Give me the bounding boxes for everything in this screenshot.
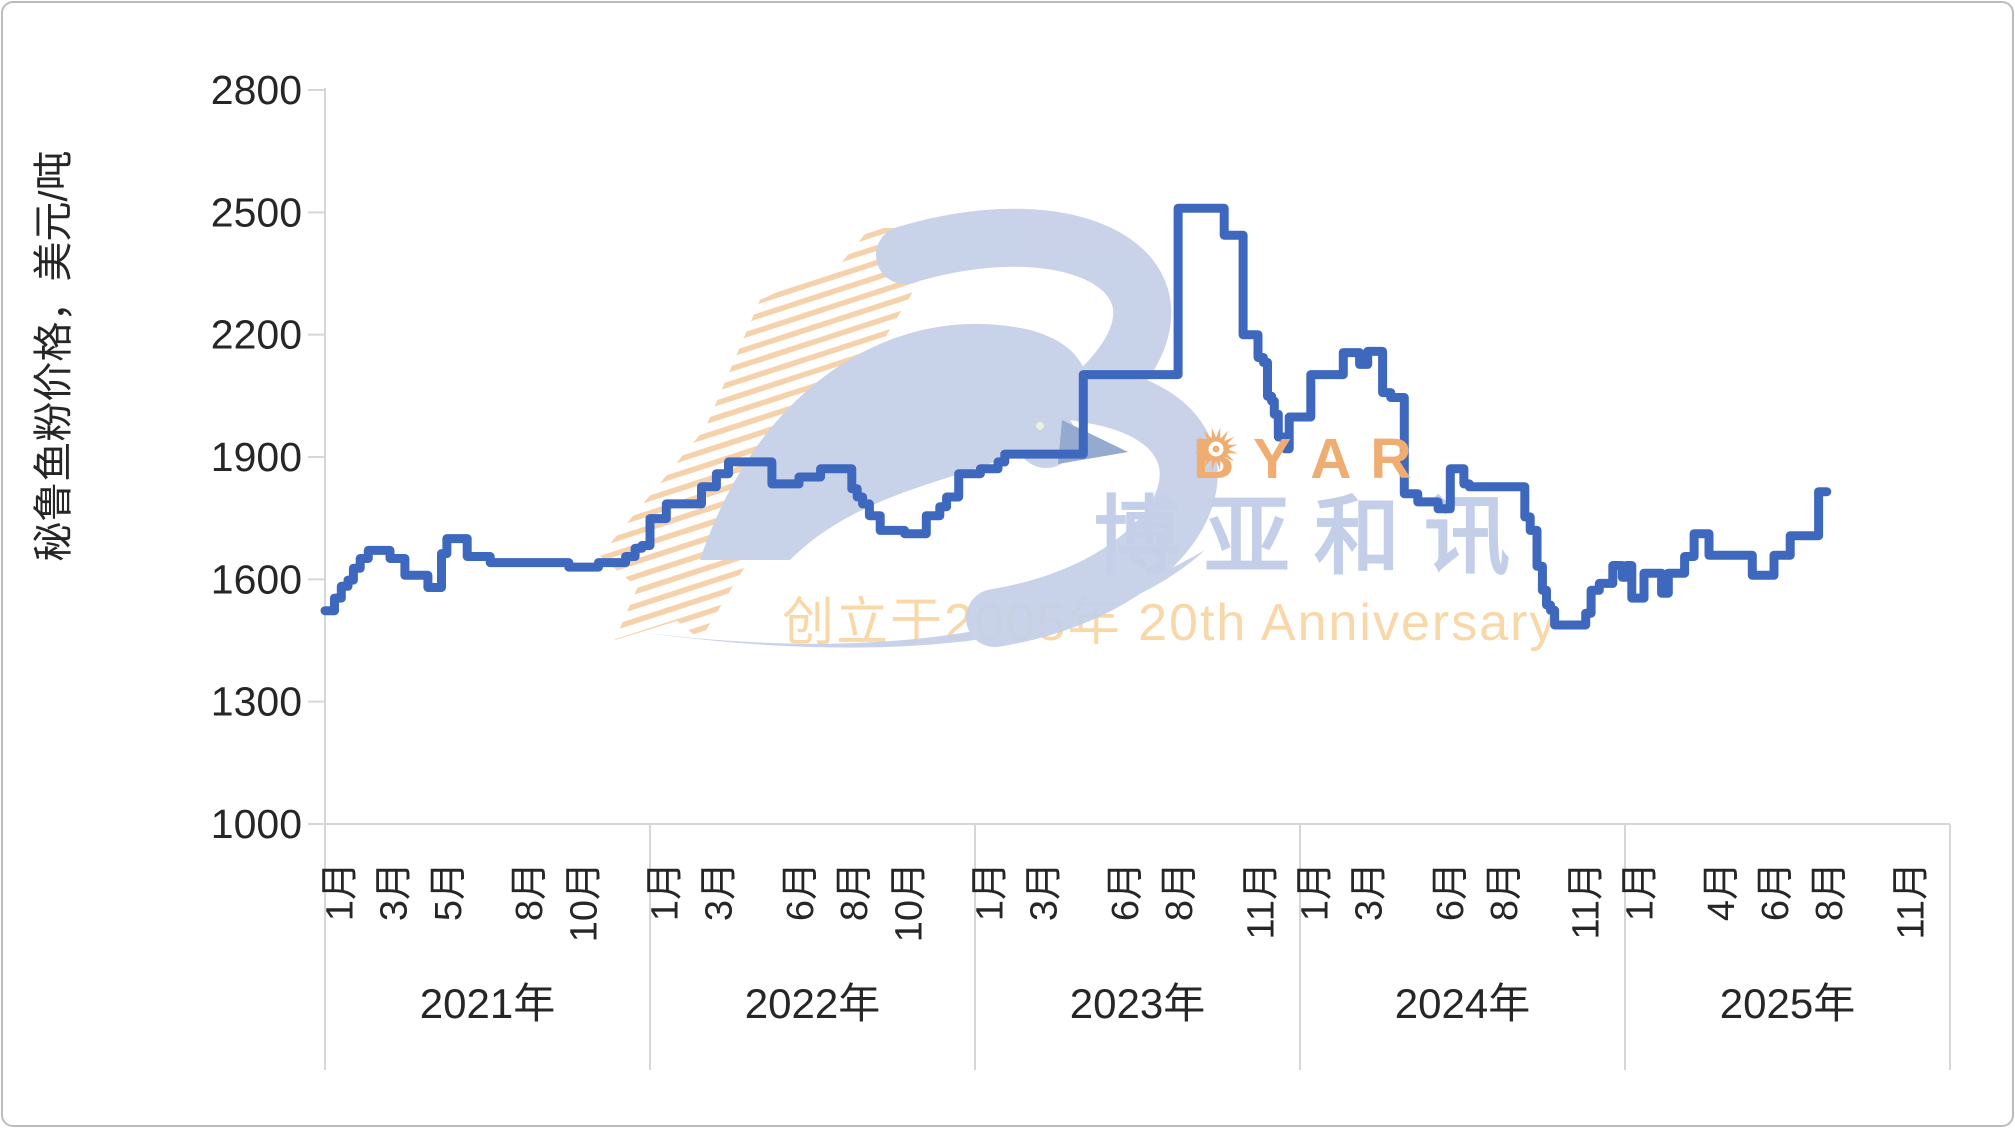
month-tick-label: 8月 — [1484, 862, 1526, 921]
brand-letter: A — [1310, 427, 1354, 491]
month-tick-labels: 1月 3月 5月 8月 10月 1月 3月 6月 8月 10月 1月 3月 6月 8月 11月 1月 3月 6月 8… — [320, 862, 1933, 942]
month-tick-label: 1月 — [970, 862, 1012, 921]
month-tick-label: 11月 — [1240, 862, 1282, 939]
y-tick-label: 1000 — [211, 801, 302, 847]
month-tick-label: 6月 — [780, 862, 822, 921]
month-tick-label: 8月 — [834, 862, 876, 921]
month-tick-label: 1月 — [1295, 862, 1337, 921]
year-label: 2025年 — [1720, 980, 1855, 1027]
month-tick-label: 10月 — [563, 862, 605, 942]
month-tick-label: 3月 — [374, 862, 416, 921]
y-tick-labels: 1000 1300 1600 1900 2200 2500 2800 — [211, 67, 302, 847]
sunburst-o-icon — [1194, 427, 1238, 471]
month-tick-label: 1月 — [1620, 862, 1662, 921]
watermark-brand-latin: BYAR — [1193, 426, 1414, 492]
year-label: 2023年 — [1070, 980, 1205, 1027]
year-labels: 2021年 2022年 2023年 2024年 2025年 — [420, 980, 1855, 1027]
y-tick-label: 1300 — [211, 679, 302, 725]
month-tick-label: 11月 — [1890, 862, 1932, 939]
brand-letter: Y — [1253, 427, 1294, 491]
month-tick-label: 4月 — [1701, 862, 1743, 921]
year-label: 2024年 — [1395, 980, 1530, 1027]
axes — [308, 88, 1951, 1070]
year-label: 2022年 — [745, 980, 880, 1027]
month-tick-label: 6月 — [1105, 862, 1147, 921]
month-tick-label: 3月 — [699, 862, 741, 921]
month-tick-label: 6月 — [1430, 862, 1472, 921]
boyar-logo-bird — [600, 208, 1218, 648]
y-tick-label: 2200 — [211, 312, 302, 358]
month-tick-label: 8月 — [509, 862, 551, 921]
price-series-line — [320, 203, 1832, 630]
y-tick-label: 1600 — [211, 556, 302, 602]
month-tick-label: 1月 — [645, 862, 687, 921]
month-tick-label: 11月 — [1565, 862, 1607, 939]
month-tick-label: 6月 — [1755, 862, 1797, 921]
month-tick-label: 8月 — [1159, 862, 1201, 921]
month-tick-label: 1月 — [320, 862, 362, 921]
month-tick-label: 3月 — [1024, 862, 1066, 921]
month-tick-label: 3月 — [1349, 862, 1391, 921]
year-label: 2021年 — [420, 980, 555, 1027]
month-tick-label: 10月 — [888, 862, 930, 942]
month-tick-label: 5月 — [428, 862, 470, 921]
month-tick-label: 8月 — [1809, 862, 1851, 921]
y-axis-title: 秘鲁鱼粉价格，美元/吨 — [32, 150, 76, 562]
y-tick-label: 2500 — [211, 189, 302, 235]
y-tick-label: 1900 — [211, 434, 302, 480]
brand-letter: R — [1370, 427, 1414, 491]
y-tick-label: 2800 — [211, 67, 302, 113]
